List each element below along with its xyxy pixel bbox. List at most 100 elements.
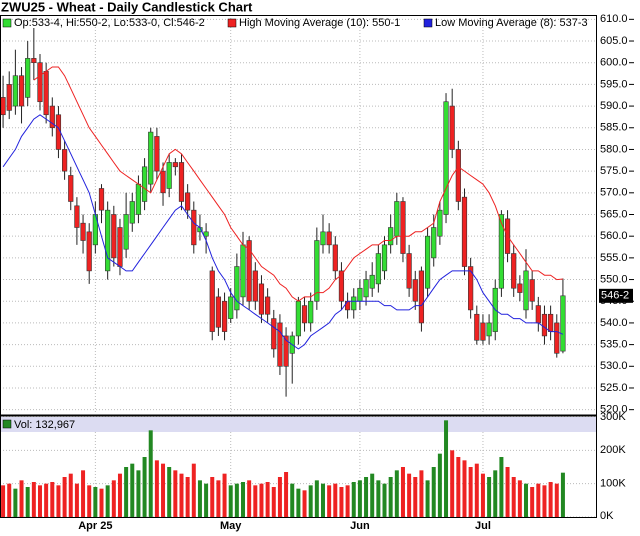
candle-body [215,296,222,328]
volume-bar [148,430,153,517]
volume-bar [81,470,86,517]
candle-body [105,209,111,272]
candle-body [511,253,517,289]
volume-header [0,417,597,432]
candle-body [357,287,363,302]
candle-body [160,170,166,194]
candle-body [68,175,74,202]
candle-body [443,101,449,215]
candle-body [18,75,25,107]
volume-bar [308,485,313,517]
candle-body [265,296,271,315]
volume-bar [487,477,492,517]
volume-bar [277,477,282,517]
volume-bar [167,467,172,517]
volume-bar [222,473,227,517]
candle-body [185,192,191,211]
volume-bar [210,477,215,517]
volume-bar [382,483,387,517]
volume-bar [548,482,553,517]
volume-bar [560,472,565,517]
candle-body [209,270,215,332]
y-tick-label: 300K [600,411,626,423]
volume-bar [130,463,135,517]
volume-bar [142,457,147,517]
candle-body [221,300,228,332]
legend-swatch [2,419,12,429]
volume-bar [345,485,350,517]
volume-bar [74,483,79,517]
x-tick-label: Jul [475,520,491,532]
volume-bar [105,485,110,517]
volume-bar [388,477,393,517]
volume-bar [7,483,12,517]
candle-body [283,335,289,367]
candle-body [314,240,320,302]
y-tick-label: 100K [600,478,626,490]
candle-body [437,209,443,237]
candle-body [560,295,566,352]
y-tick-label: 200K [600,444,626,456]
volume-bar [216,480,221,517]
candle-body [369,274,375,289]
candle-body [135,183,142,215]
candle-body [166,162,172,189]
volume-bar [468,467,473,517]
y-tick-label: 550.0 [600,273,628,285]
moving-average-line [33,66,563,302]
y-tick-label: 525.0 [600,382,628,394]
candle-body [418,270,425,324]
volume-bar [234,483,239,517]
y-tick-label: 555.0 [600,252,628,264]
volume-bar [400,467,405,517]
candle-body [338,270,345,302]
candle-body [111,214,117,259]
volume-bar [450,450,455,517]
volume-bar [320,483,325,517]
candle-body [86,231,92,272]
candle-body [37,62,43,103]
volume-bar [493,470,498,517]
volume-bar [474,463,479,517]
y-tick-label: 580.0 [600,143,628,155]
candle-body [461,196,468,267]
candle-body [308,300,314,324]
volume-bar [456,457,461,517]
y-tick-label: 540.0 [600,317,628,329]
volume-bar [327,485,332,517]
legend-label: Op:533-4, Hi:550-2, Lo:533-0, Cl:546-2 [14,17,205,29]
volume-bar [87,485,92,517]
candle-body [375,253,381,285]
volume-bar [25,487,30,517]
volume-bar [161,463,166,517]
candle-body [277,322,283,367]
candle-body [25,58,31,98]
volume-bar [93,487,98,517]
candle-body [228,296,234,319]
volume-bar [444,420,449,517]
last-price-box [599,288,633,303]
candle-body [351,296,357,311]
candle-body [548,313,554,332]
candle-body [178,162,185,202]
candle-body [12,75,18,107]
volume-bar [413,477,418,517]
candle-body [498,214,505,289]
volume-bar [191,463,196,517]
candle-body [344,300,351,311]
volume-bar [499,457,504,517]
y-tick-label: 575.0 [600,165,628,177]
chart-title: ZWU25 - Wheat - Daily Candlestick Chart [1,0,253,14]
volume-bar [154,460,159,517]
volume-bar [296,488,301,517]
y-tick-label: 600.0 [600,57,628,69]
volume-bar [554,483,559,517]
volume-bar [136,470,141,517]
volume-bar [56,485,61,517]
volume-bar [50,482,55,517]
candle-body [388,227,394,246]
plot-frame [0,15,597,518]
candle-body [74,205,80,228]
volume-bar [530,487,535,517]
